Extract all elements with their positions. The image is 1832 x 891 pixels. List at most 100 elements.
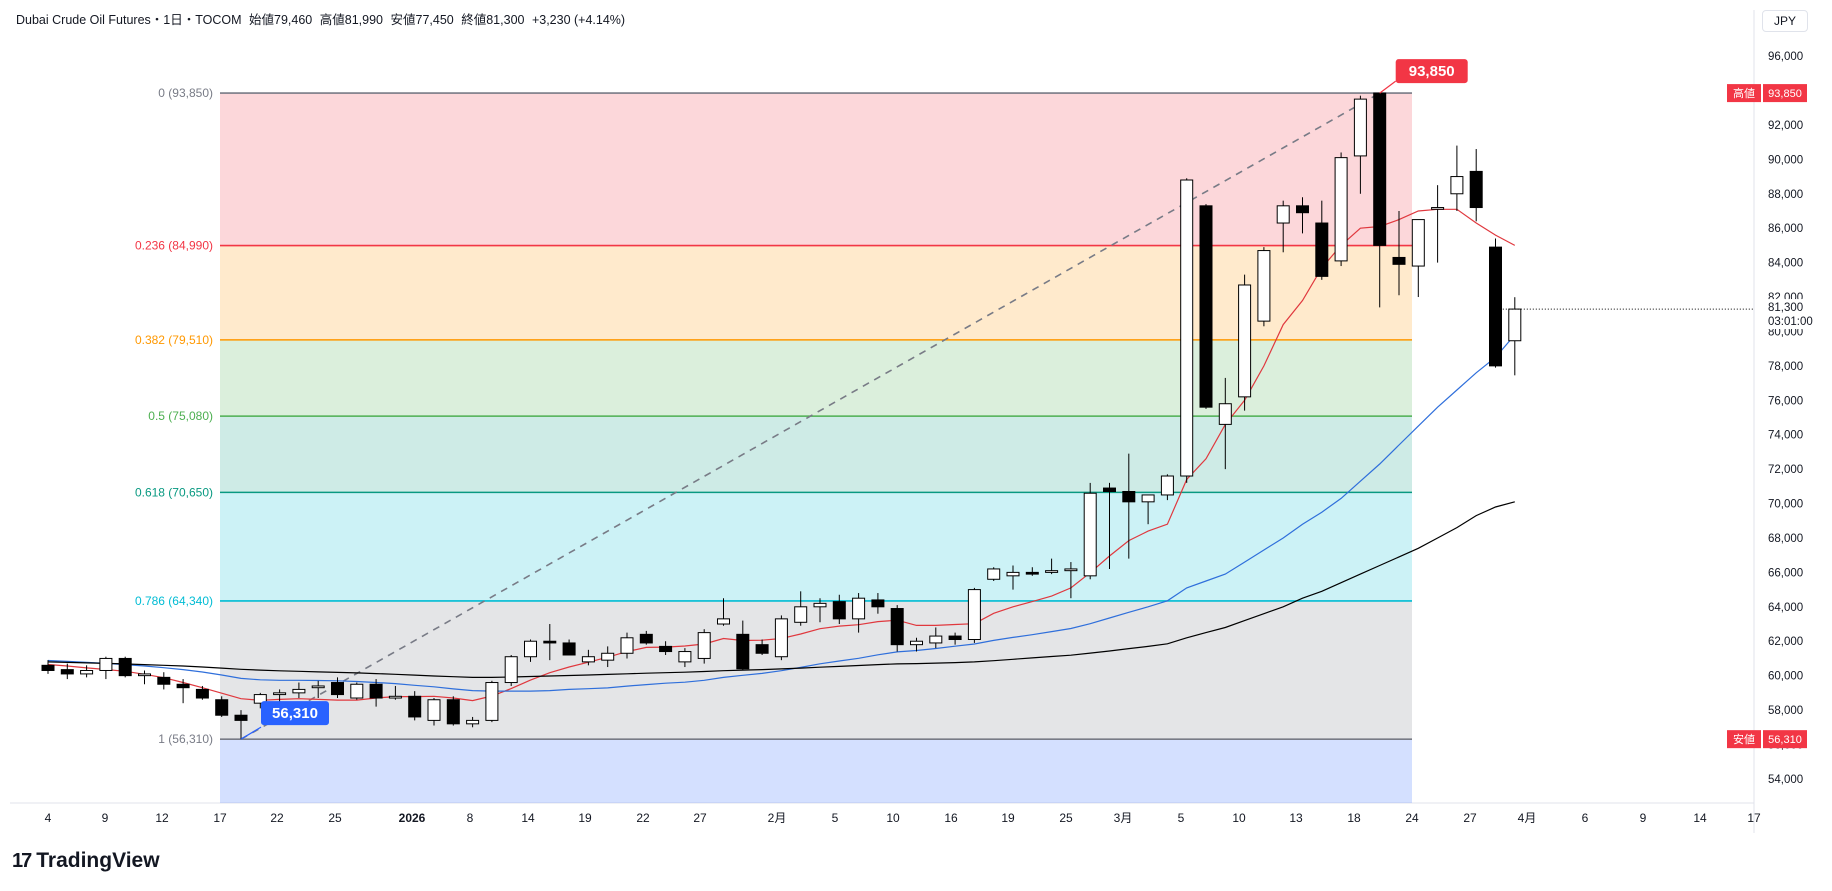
candle-body [1122, 491, 1136, 503]
candle [234, 710, 248, 740]
candle [910, 637, 923, 652]
x-tick-label: 27 [693, 811, 707, 825]
symbol-title: Dubai Crude Oil Futures・1日・TOCOM [16, 13, 242, 27]
y-tick-label: 60,000 [1768, 671, 1803, 683]
candle-body [99, 657, 113, 671]
candle [350, 682, 364, 700]
fib-zone-0.5 [220, 416, 1412, 493]
x-tick-label: 12 [155, 811, 169, 825]
candle [369, 679, 383, 707]
candle-body [678, 651, 692, 663]
y-tick-label: 72,000 [1768, 464, 1803, 476]
candle [697, 629, 711, 664]
candle [1141, 494, 1155, 525]
candle-body [736, 633, 750, 670]
x-tick-label: 22 [636, 811, 650, 825]
candle-body [195, 688, 209, 699]
fib-zone-0.236 [220, 245, 1412, 340]
x-tick-label: 25 [1059, 811, 1073, 825]
candle [1083, 482, 1097, 580]
candle-body [659, 645, 673, 653]
low-label: 安値 [390, 13, 416, 27]
candle-body [292, 688, 306, 694]
y-tick-label: 88,000 [1768, 189, 1803, 201]
candle [80, 665, 94, 678]
candle-body [543, 640, 557, 644]
candle-body [350, 683, 364, 699]
open-label: 始値 [249, 13, 275, 27]
low-value: 77,450 [415, 13, 454, 27]
candle [1045, 558, 1059, 575]
candle-body [1489, 246, 1502, 367]
x-tick-label: 5 [832, 811, 839, 825]
candle-body [1450, 176, 1464, 195]
candle [813, 598, 827, 623]
candle-body [446, 699, 460, 725]
fib-label-0: 0 (93,850) [158, 86, 213, 100]
low-marker-pointer [240, 726, 262, 740]
x-tick-label: 10 [886, 811, 900, 825]
y-tick-label: 70,000 [1768, 499, 1803, 511]
candle-body [967, 589, 981, 641]
high-marker-pointer [1379, 80, 1397, 94]
x-tick-label: 10 [1232, 811, 1246, 825]
candle-body [1469, 170, 1483, 209]
candle-body [524, 640, 537, 658]
candle-body [157, 676, 171, 685]
high-marker-label: 93,850 [1409, 63, 1455, 80]
x-tick-label: 9 [1640, 811, 1647, 825]
candle-body [813, 602, 827, 608]
candle-body [1296, 205, 1309, 214]
x-tick-label: 17 [213, 811, 227, 825]
candle-body [1006, 571, 1020, 577]
x-tick-label: 24 [1405, 811, 1419, 825]
tradingview-brand[interactable]: 17 TradingView [12, 849, 160, 873]
candle [1180, 178, 1194, 483]
candle [1353, 95, 1367, 194]
candle [331, 677, 344, 699]
axis-low-tag-box [1727, 730, 1761, 749]
candle [311, 680, 325, 699]
fib-zone-1 [220, 739, 1412, 803]
candle-body [408, 695, 422, 718]
candle-body [1373, 92, 1387, 246]
x-tick-label: 8 [467, 811, 474, 825]
candle-body [80, 669, 94, 675]
candle [485, 680, 499, 723]
x-tick-label: 17 [1747, 811, 1761, 825]
candle-body [871, 599, 885, 608]
low-marker-label: 56,310 [272, 705, 318, 722]
close-label: 終値 [461, 13, 487, 27]
candle-body [1064, 568, 1078, 572]
candle-body [1392, 256, 1406, 265]
x-tick-label: 25 [328, 811, 342, 825]
candle [388, 685, 402, 700]
candle [1450, 145, 1464, 211]
candle-body [504, 656, 518, 684]
candle-body [581, 656, 595, 663]
candle [852, 593, 866, 633]
candle [138, 670, 151, 685]
candle [543, 624, 557, 661]
candle-body [1103, 487, 1116, 493]
candle-body [41, 664, 55, 671]
candle-body [910, 640, 923, 646]
candle-body [176, 683, 190, 689]
candle [1006, 565, 1020, 590]
y-tick-label: 66,000 [1768, 567, 1803, 579]
candle-body [388, 695, 402, 699]
y-tick-label: 62,000 [1768, 636, 1803, 648]
y-tick-label: 92,000 [1768, 120, 1803, 132]
candle [1392, 210, 1406, 296]
candle [678, 648, 692, 668]
currency-button[interactable]: JPY [1762, 10, 1808, 32]
fib-label-0.618: 0.618 (70,650) [135, 485, 213, 499]
candle [1315, 200, 1329, 280]
fib-trend-line [240, 92, 1381, 740]
candle-body [1411, 219, 1425, 267]
x-tick-label: 14 [521, 811, 535, 825]
candle-body [639, 633, 653, 644]
candle-body [987, 568, 1001, 580]
x-tick-label: 22 [270, 811, 284, 825]
